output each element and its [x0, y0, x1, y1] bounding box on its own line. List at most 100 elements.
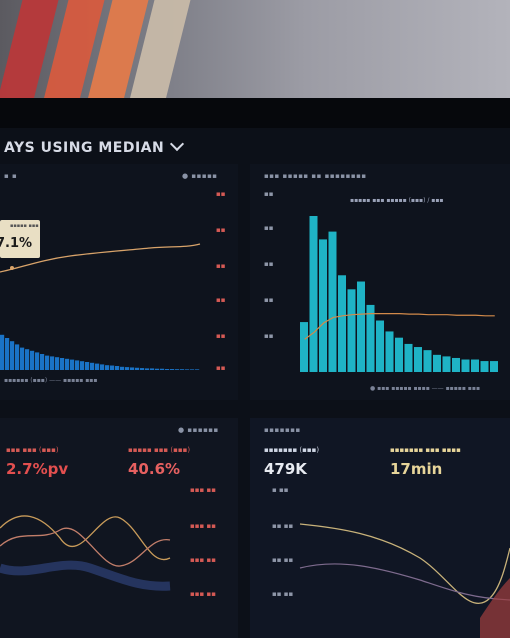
distribution-bar	[160, 368, 165, 370]
svg-text:▪▪▪▪▪ ▪▪▪ ▪▪▪▪▪ (▪▪▪) / ▪▪▪: ▪▪▪▪▪ ▪▪▪ ▪▪▪▪▪ (▪▪▪) / ▪▪▪	[350, 197, 444, 204]
distribution-bar	[80, 361, 85, 370]
kpi-avg-time: 17min	[390, 460, 443, 478]
distribution-bar	[75, 360, 80, 370]
axis-tick: ▪▪ ▪▪	[272, 522, 294, 530]
distribution-bar	[130, 367, 135, 370]
svg-text:● ▪▪▪ ▪▪▪▪▪ ▪▪▪▪ —— ▪▪▪▪▪ ▪▪▪: ● ▪▪▪ ▪▪▪▪▪ ▪▪▪▪ —— ▪▪▪▪▪ ▪▪▪	[370, 385, 480, 392]
axis-tick: ▪▪	[264, 260, 274, 268]
distribution-bar	[195, 369, 200, 370]
histogram-bar	[442, 356, 451, 372]
distribution-bar	[175, 369, 180, 370]
axis-tick: ▪▪	[216, 332, 226, 340]
background-photo	[0, 0, 510, 98]
histogram-bar	[328, 231, 337, 372]
panel-label: ● ▪▪▪▪▪	[182, 172, 218, 180]
axis-tick: ▪▪	[264, 296, 274, 304]
distribution-bar	[15, 344, 20, 370]
histogram-bar	[423, 350, 432, 372]
axis-tick: ▪▪▪ ▪▪	[190, 556, 216, 564]
bottom-right-panel: ▪▪▪▪▪▪▪ ▪▪▪▪▪▪▪ (▪▪▪) ▪▪▪▪▪▪▪ ▪▪▪ ▪▪▪▪ 4…	[250, 418, 510, 638]
distribution-bar	[65, 358, 70, 370]
right-chart-panel: ▪▪▪ ▪▪▪▪▪ ▪▪ ▪▪▪▪▪▪▪▪ ▪▪ ▪▪ ▪▪ ▪▪ ▪▪ ▪▪▪…	[250, 164, 510, 400]
distribution-bar	[115, 366, 120, 370]
distribution-bar	[180, 369, 185, 370]
left-line-chart: ▪▪▪▪▪▪ (▪▪▪) —— ▪▪▪▪▪ ▪▪▪	[0, 243, 201, 384]
histogram-bar	[385, 331, 394, 372]
dashboard-title[interactable]: AYS USING MEDIAN	[4, 136, 185, 156]
histogram-bar	[452, 357, 460, 372]
histogram-bar	[319, 239, 327, 372]
kpi-label: ▪▪▪▪▪▪▪ (▪▪▪)	[264, 446, 320, 454]
bottom-left-panel: ● ▪▪▪▪▪▪ ▪▪▪ ▪▪▪ (▪▪▪) ▪▪▪▪▪ ▪▪▪ (▪▪▪) 2…	[0, 418, 238, 638]
kpi-bounce-rate: 40.6%	[128, 460, 181, 478]
distribution-bar	[70, 359, 75, 370]
distribution-bar	[35, 352, 40, 370]
axis-tick: ▪▪	[216, 364, 226, 372]
axis-tick: ▪▪	[264, 224, 274, 232]
axis-tick: ▪▪ ▪▪	[272, 556, 294, 564]
histogram-bar	[357, 281, 365, 372]
panel-label: ● ▪▪▪▪▪▪	[178, 426, 219, 434]
histogram-bar	[480, 361, 489, 372]
axis-tick: ▪▪	[216, 296, 226, 304]
axis-tick: ▪▪	[216, 262, 226, 270]
distribution-bar	[120, 366, 125, 370]
axis-tick: ▪▪▪ ▪▪	[190, 522, 216, 530]
distribution-bar	[150, 368, 155, 370]
distribution-bar	[25, 349, 30, 370]
tooltip-value: 7.1%	[0, 236, 33, 251]
distribution-bar	[5, 338, 10, 370]
histogram-bar	[461, 359, 470, 372]
distribution-bar	[170, 369, 175, 370]
distribution-bar	[165, 369, 170, 370]
data-tooltip: ▪▪▪▪▪ ▪▪▪ 7.1%	[0, 220, 40, 258]
distribution-bar	[30, 350, 35, 370]
histogram-bar	[471, 359, 479, 372]
panel-label: ▪▪▪▪▪▪▪	[264, 426, 301, 434]
distribution-bar	[60, 358, 65, 370]
distribution-bar	[0, 334, 5, 370]
svg-text:▪▪▪▪▪▪ (▪▪▪) —— ▪▪▪▪▪ ▪▪▪: ▪▪▪▪▪▪ (▪▪▪) —— ▪▪▪▪▪ ▪▪▪	[4, 377, 97, 384]
chevron-down-icon[interactable]	[170, 136, 185, 152]
trend-point	[10, 266, 14, 270]
tooltip-label: ▪▪▪▪▪ ▪▪▪	[10, 223, 39, 229]
histogram-bar	[404, 343, 413, 372]
histogram-bar	[414, 347, 422, 372]
axis-tick: ▪▪ ▪▪	[272, 590, 294, 598]
histogram-bar	[347, 289, 356, 372]
axis-tick: ▪▪	[216, 190, 226, 198]
distribution-bar	[90, 362, 95, 370]
dashboard-screen: AYS USING MEDIAN ▪ ▪ ● ▪▪▪▪▪ ▪▪ ▪▪ ▪▪ ▪▪…	[0, 98, 510, 638]
monitor-bezel	[0, 98, 510, 128]
histogram-bar	[376, 320, 384, 372]
kpi-label: ▪▪▪▪▪ ▪▪▪ (▪▪▪)	[128, 446, 191, 454]
distribution-bar	[105, 365, 110, 370]
distribution-bar	[50, 356, 55, 370]
distribution-bar	[185, 369, 190, 370]
axis-tick: ▪▪▪ ▪▪	[190, 590, 216, 598]
panel-label: ▪▪▪ ▪▪▪▪▪ ▪▪ ▪▪▪▪▪▪▪▪	[264, 172, 367, 180]
kpi-pageviews: 2.7%pv	[6, 460, 69, 478]
distribution-bar	[20, 347, 25, 370]
right-histogram: ▪▪▪▪▪ ▪▪▪ ▪▪▪▪▪ (▪▪▪) / ▪▪▪ ● ▪▪▪ ▪▪▪▪▪ …	[300, 197, 498, 392]
distribution-bar	[190, 369, 195, 370]
histogram-bar	[300, 322, 308, 372]
distribution-bar	[110, 365, 115, 370]
histogram-bar	[433, 354, 441, 372]
distribution-bar	[45, 355, 50, 370]
distribution-bar	[155, 368, 160, 370]
distribution-bar	[55, 357, 60, 370]
bottom-right-chart	[299, 523, 510, 638]
distribution-bar	[95, 363, 100, 370]
histogram-bar	[366, 304, 375, 372]
dashboard-title-text: AYS USING MEDIAN	[4, 140, 165, 156]
distribution-bar	[135, 367, 140, 370]
axis-tick: ▪▪	[264, 190, 274, 198]
left-chart-panel: ▪ ▪ ● ▪▪▪▪▪ ▪▪ ▪▪ ▪▪ ▪▪ ▪▪ ▪▪ ▪▪▪▪▪▪ (▪▪…	[0, 164, 238, 400]
distribution-bar	[100, 364, 105, 370]
axis-tick: ▪▪▪ ▪▪	[190, 486, 216, 494]
bottom-left-chart	[0, 515, 171, 591]
panel-label: ▪ ▪	[4, 172, 18, 180]
distribution-bar	[10, 341, 15, 370]
distribution-bar	[145, 368, 150, 370]
